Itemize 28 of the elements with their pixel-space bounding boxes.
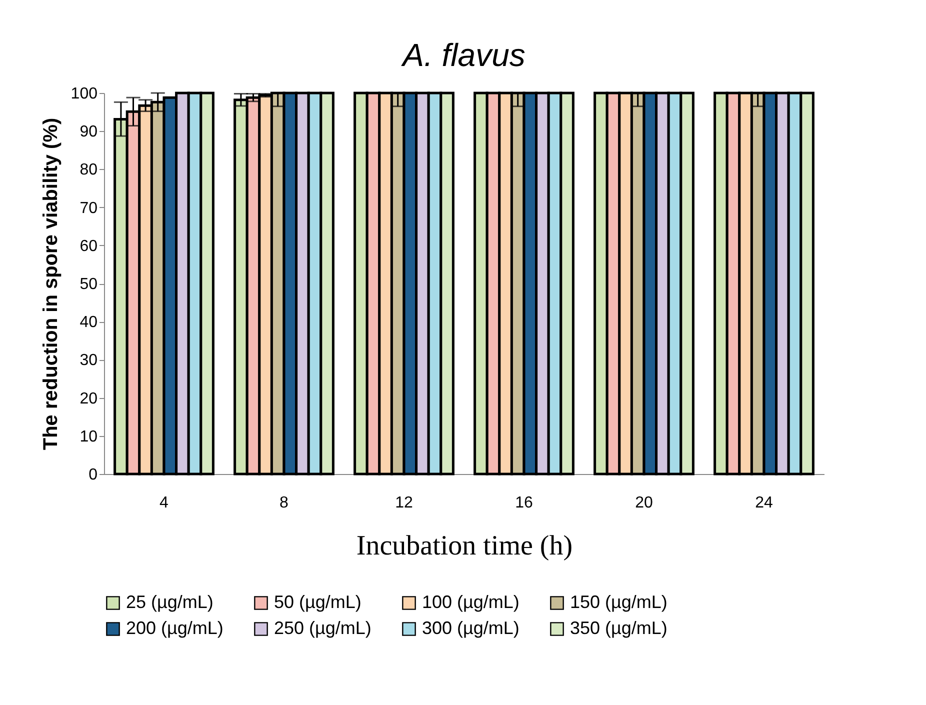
legend-label: 350 (µg/mL) [570,618,668,638]
y-tick-label: 20 [80,390,98,408]
y-tick-label: 80 [80,162,98,179]
y-tick-label: 30 [80,352,98,370]
y-tick-label: 70 [80,200,98,217]
legend-label: 100 (µg/mL) [422,592,520,612]
legend-label: 25 (µg/mL) [126,592,214,612]
x-tick-label: 20 [635,494,653,512]
y-tick-label: 60 [80,238,98,255]
x-tick-label: 4 [160,494,169,512]
legend-label: 150 (µg/mL) [570,592,668,612]
y-tick-label: 50 [80,276,98,293]
legend-label: 300 (µg/mL) [422,618,520,638]
y-axis-title: The reduction in spore viability (%) [40,118,62,450]
y-tick-label: 0 [88,466,98,484]
x-tick-label: 24 [755,494,773,512]
x-tick-label: 12 [395,494,413,512]
legend-label: 50 (µg/mL) [274,592,362,612]
chart-title: A. flavus [400,37,526,73]
y-tick-label: 100 [70,86,98,102]
x-tick-label: 8 [280,494,289,512]
y-tick-label: 10 [80,428,98,446]
x-axis-title: Incubation time (h) [356,530,573,562]
x-tick-label: 16 [515,494,533,512]
legend-label: 200 (µg/mL) [126,618,224,638]
y-tick-label: 40 [80,314,98,332]
legend-label: 250 (µg/mL) [274,618,372,638]
y-tick-label: 90 [80,124,98,141]
